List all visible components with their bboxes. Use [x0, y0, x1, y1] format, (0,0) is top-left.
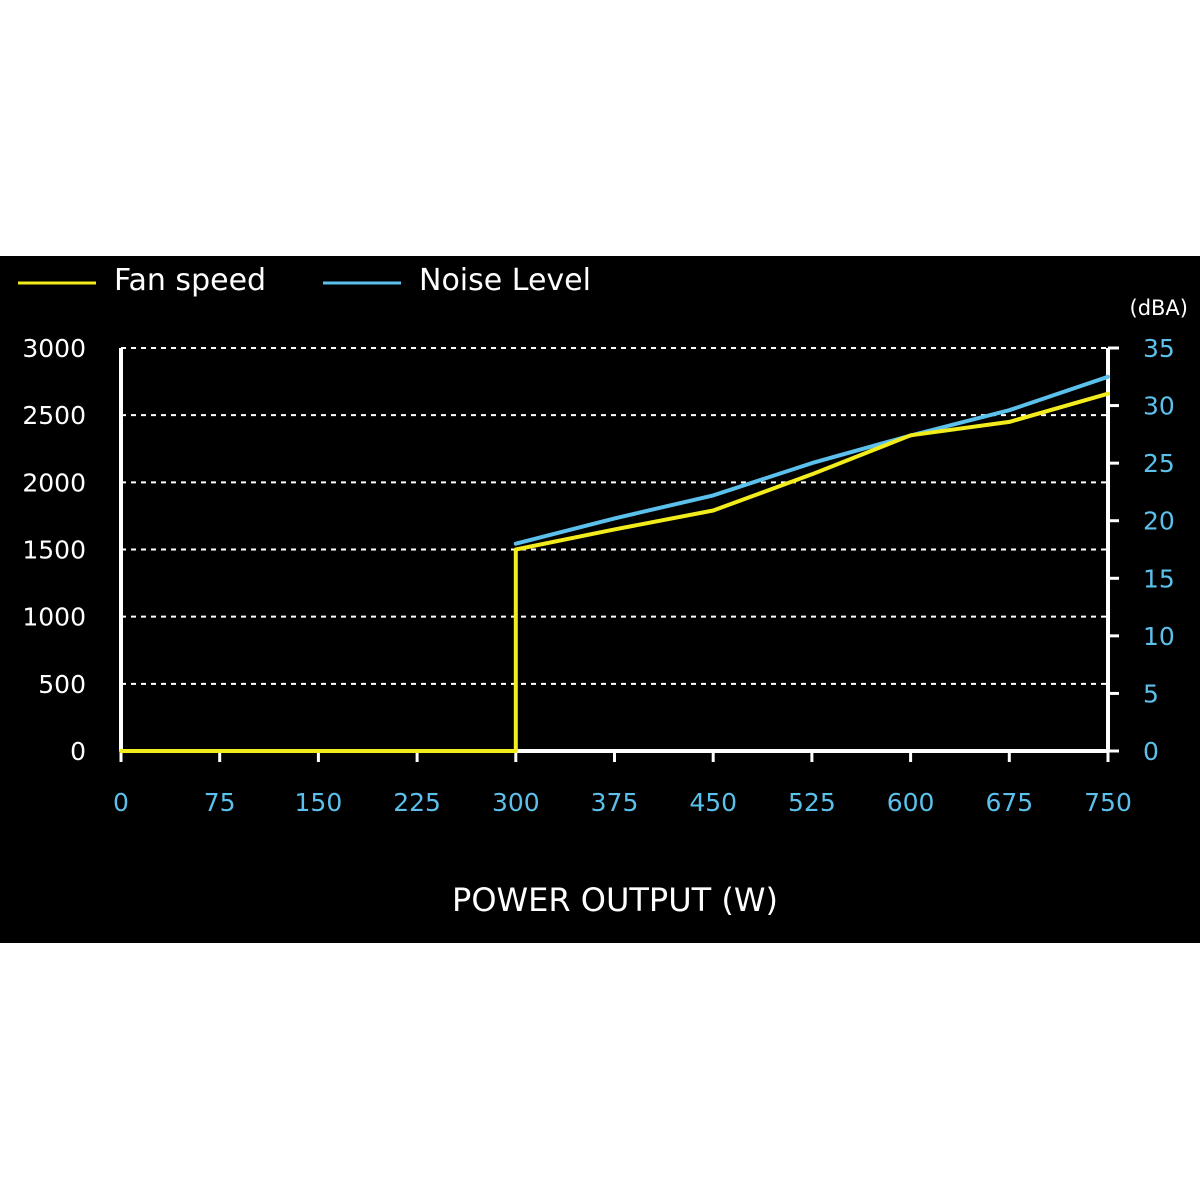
y-left-tick-label: 1000	[22, 603, 86, 632]
x-tick-label: 750	[1084, 788, 1132, 817]
x-tick-label: 600	[887, 788, 935, 817]
legend-label-fan-speed: Fan speed	[114, 263, 266, 298]
x-tick-label: 225	[393, 788, 441, 817]
legend: Fan speed Noise Level	[18, 263, 591, 298]
y-left-tick-label: 0	[70, 737, 86, 766]
y-right-tick-label: 25	[1143, 449, 1175, 478]
x-tick-label: 150	[295, 788, 343, 817]
y-right-unit-label: (dBA)	[1130, 296, 1189, 320]
y-right-tick-label: 5	[1143, 679, 1159, 708]
chart-panel: Fan speed Noise Level (dBA) 3000 2500 2000 15…	[0, 256, 1200, 943]
tick-labels: (dBA)30002500200015001000500035302520151…	[22, 296, 1188, 919]
x-tick-label: 450	[689, 788, 737, 817]
x-axis-title: POWER OUTPUT (W)	[452, 881, 778, 919]
y-right-tick-label: 0	[1143, 737, 1159, 766]
y-right-tick-label: 10	[1143, 622, 1175, 651]
grid-lines	[121, 347, 1108, 685]
y-right-tick-label: 35	[1143, 334, 1175, 363]
y-right-tick-label: 20	[1143, 507, 1175, 536]
series-line-fan-speed	[119, 391, 1110, 753]
y-left-tick-label: 2500	[22, 401, 86, 430]
y-right-tick-label: 15	[1143, 564, 1175, 593]
fan-noise-chart: Fan speed Noise Level (dBA)30002500200015…	[18, 263, 1188, 919]
axes	[119, 346, 1119, 762]
x-tick-label: 0	[113, 788, 129, 817]
series-lines	[119, 374, 1110, 753]
y-left-tick-label: 3000	[22, 334, 86, 363]
y-left-tick-label: 1500	[22, 536, 86, 565]
x-tick-label: 300	[492, 788, 540, 817]
x-tick-label: 525	[788, 788, 836, 817]
x-tick-label: 75	[204, 788, 236, 817]
y-left-tick-label: 2000	[22, 468, 86, 497]
y-left-tick-label: 500	[38, 670, 86, 699]
y-right-tick-label: 30	[1143, 392, 1175, 421]
x-tick-label: 375	[591, 788, 639, 817]
x-tick-label: 675	[985, 788, 1033, 817]
legend-label-noise-level: Noise Level	[419, 263, 591, 298]
series-line-noise-level	[513, 374, 1110, 546]
